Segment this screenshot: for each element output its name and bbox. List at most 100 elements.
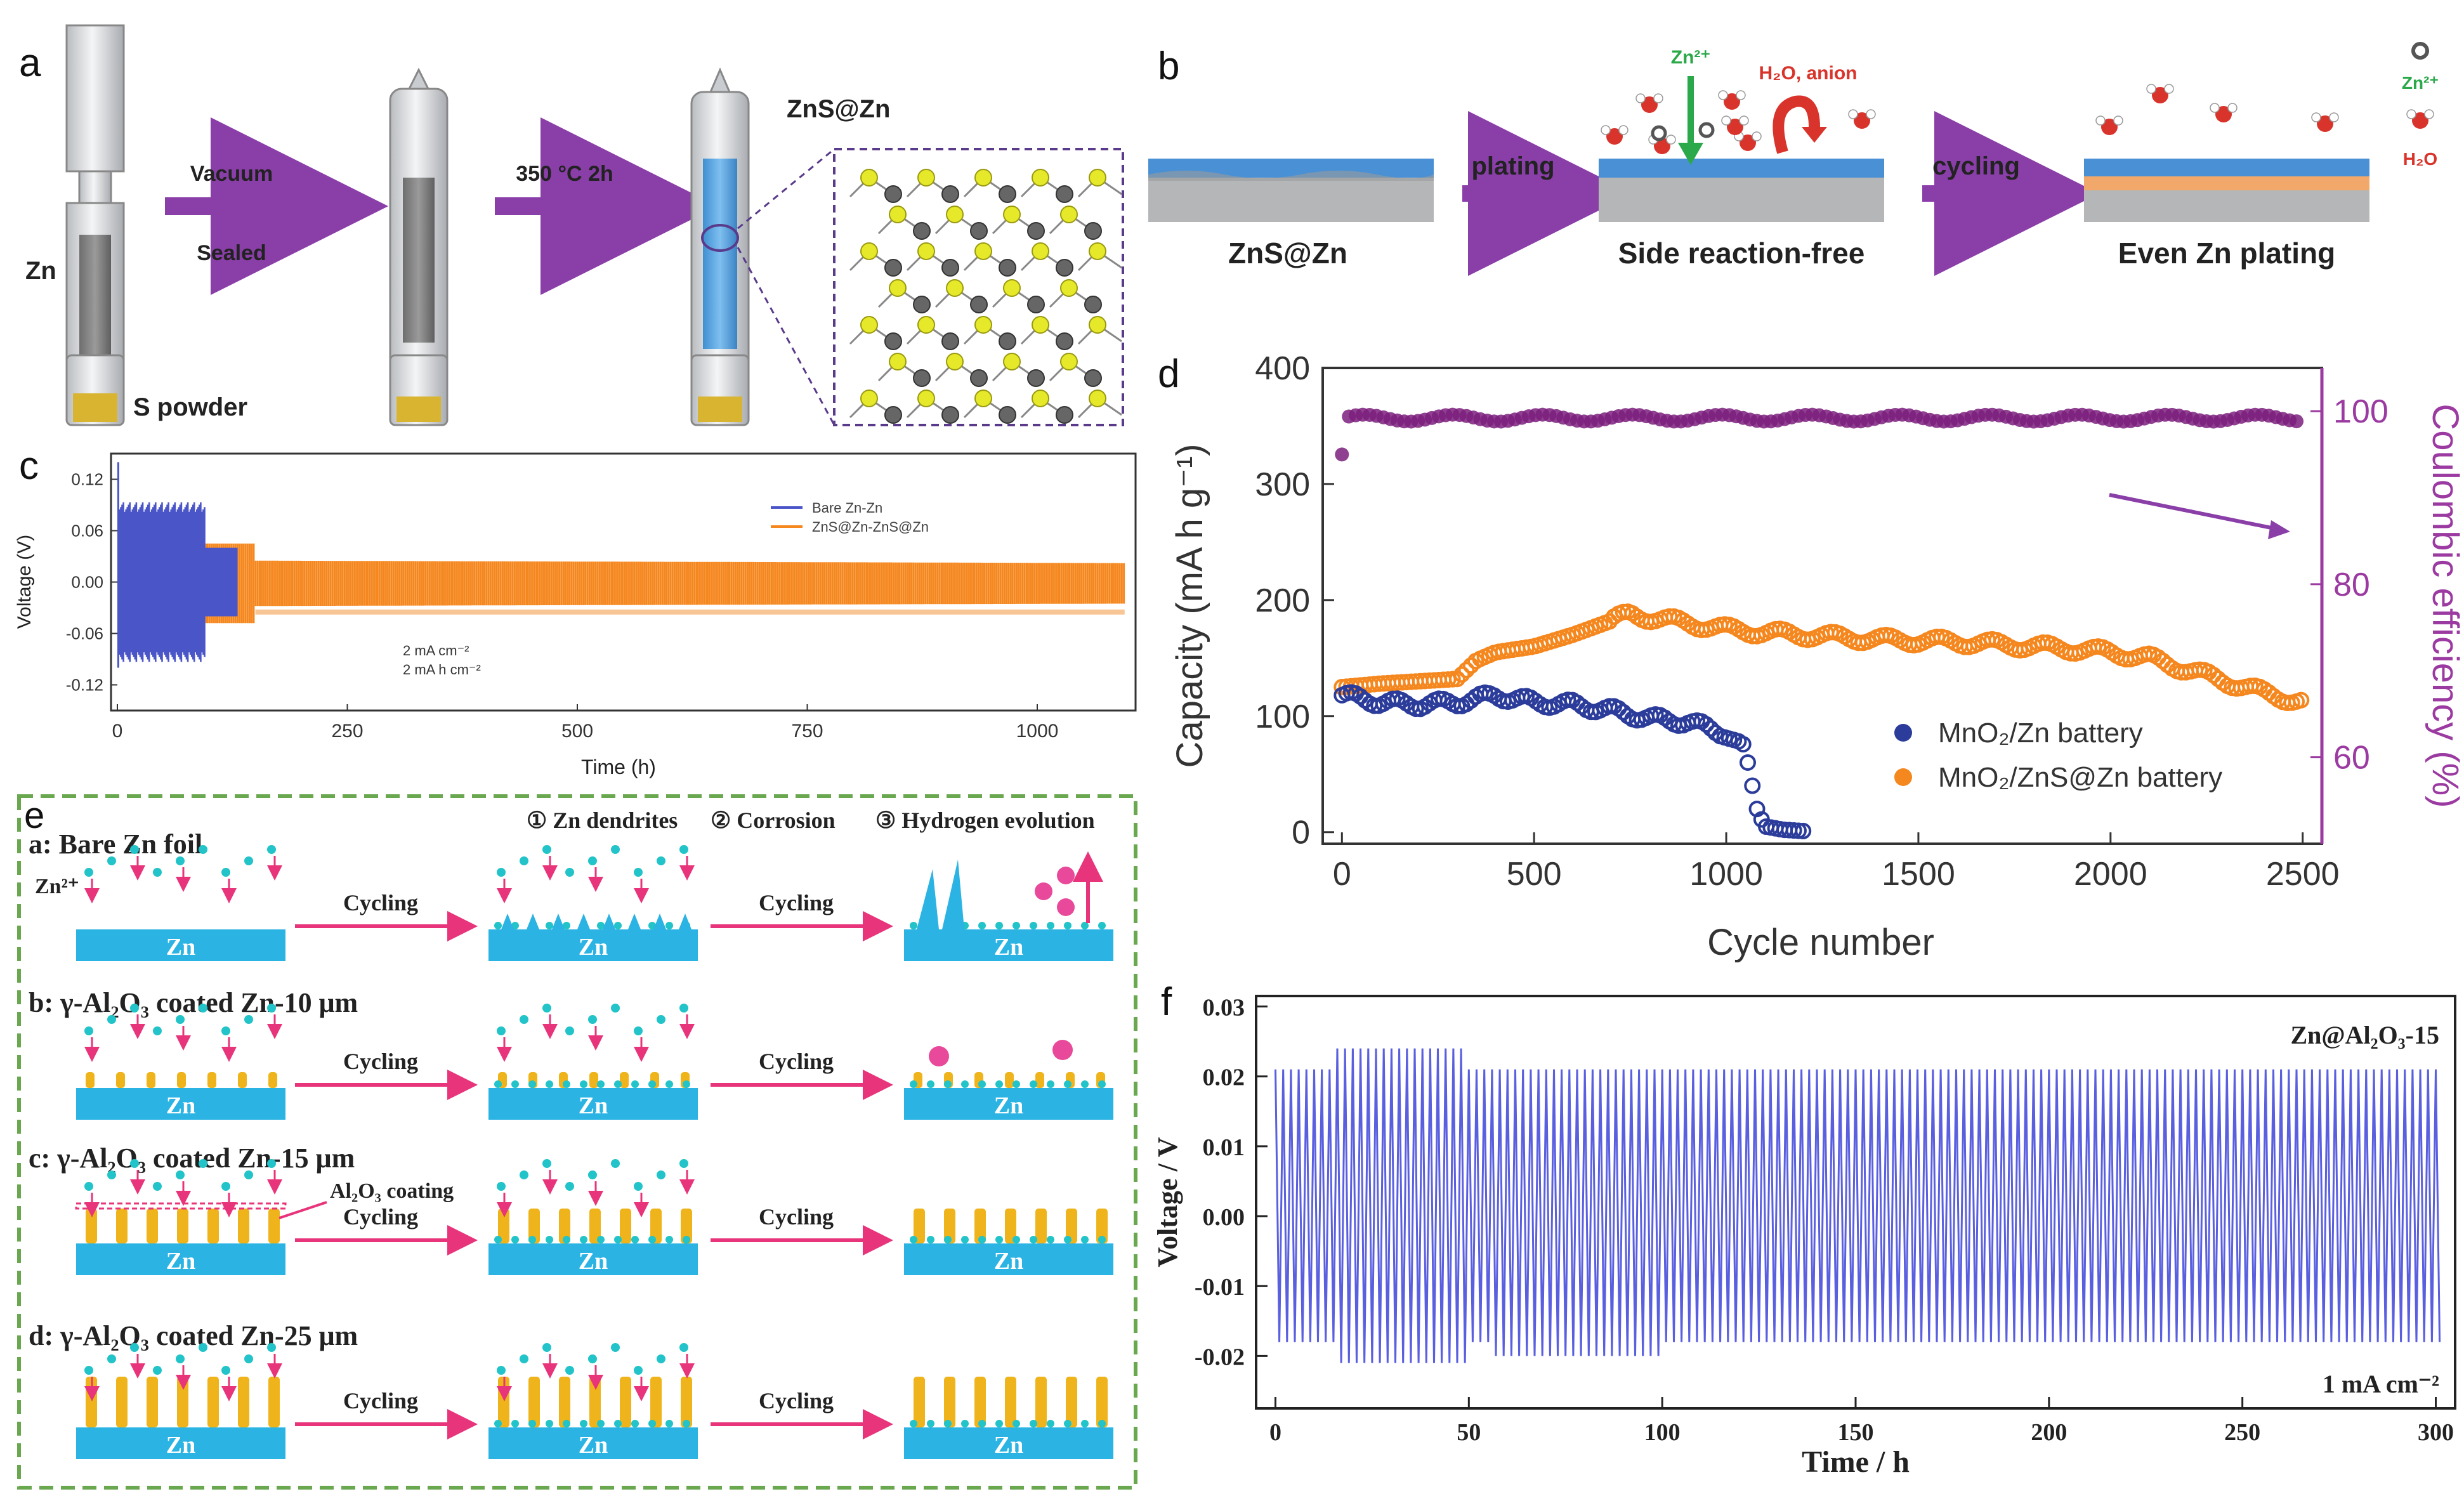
al2o3-pillar [620,1209,631,1243]
water-molecule-icon [2317,115,2333,132]
zn-substrate [488,1088,698,1120]
zn-ion-dot [657,1354,665,1363]
deposit-dot [546,1080,553,1088]
zn-label: Zn [994,934,1023,960]
zn-ion-dot [520,1354,528,1363]
zn-ion-dot [679,1159,688,1168]
crystal-lattice [849,169,1122,424]
deposit-dot [511,1236,519,1243]
zn-ion-dot [611,1159,620,1168]
zn-ion-dot [176,1015,185,1024]
water-molecule-icon [1740,134,1756,151]
ytick-label: -0.01 [1195,1274,1245,1301]
deposit-dot [665,1080,673,1088]
deposit-dot [683,1420,690,1427]
deposit-dot [1047,1080,1054,1088]
zn-label: Zn [166,1432,195,1458]
al2o3-pillar [147,1072,155,1088]
deposit-dot [1012,1080,1020,1088]
dendrite-small [679,914,691,929]
deposit-dot [683,1080,690,1088]
dendrite-small [501,914,514,929]
al2o3-pillar [238,1209,249,1243]
al2o3-pillar [650,1377,662,1427]
zn-ion-dot [221,1026,230,1035]
xtick-label: 0 [1333,856,1351,893]
deposit-dot [597,1420,605,1427]
sulfur-atom [946,279,964,297]
dendrite-small [628,914,641,929]
ytick-label: -0.06 [66,624,103,643]
al2o3-pillar [1005,1377,1016,1427]
zn-ion-legend-icon [2411,42,2429,60]
panel-c-xlabel: Time (h) [581,756,656,778]
deposit-dot [580,1420,587,1427]
cycling-label: Cycling [759,1204,834,1229]
zinc-atom [970,369,988,387]
sulfur-atom [1003,353,1021,370]
deposit-dot [528,1420,536,1427]
zn-label: Zn [994,1092,1023,1119]
al2o3-pillar [238,1377,249,1427]
al2o3-pillar [1035,1072,1044,1088]
zn-ion-dot [588,856,597,865]
xtick-label: 250 [2224,1419,2260,1446]
zn-ion-dot [520,856,528,865]
vacuum-label: Vacuum [190,162,273,186]
zn-substrate [904,1243,1113,1275]
al2o3-pillar [1005,1209,1016,1243]
cycling-label-b: cycling [1932,152,2020,180]
al2o3-pillar [559,1209,570,1243]
deposit-dot [563,1420,570,1427]
zn-ion-dot [497,1366,506,1375]
deposit-dot [961,1080,969,1088]
zn-ion-dot [634,1182,643,1191]
zn-label: Zn [166,1092,195,1119]
al2o3-pillar [914,1377,925,1427]
xtick-label: 250 [331,721,363,742]
zn-ion-dot [176,856,185,865]
legend-h2o: H₂O [2403,149,2437,169]
repel-arrow [1773,95,1820,154]
zn-ion-dot [130,1343,139,1352]
mno2-zn-point [1734,736,1752,753]
side-reaction-free-label: Side reaction-free [1618,237,1865,270]
deposit-dot [580,1236,587,1243]
ytick-label: 0.01 [1203,1134,1245,1161]
deposit-dot [1064,1080,1071,1088]
sulfur-atom [1060,206,1078,223]
deposit-dot [546,922,553,929]
zn-substrate [488,929,698,961]
deposit-dot [978,1080,986,1088]
water-molecule-icon [2215,106,2232,122]
mno2-zns-zn-point [1453,666,1471,683]
water-molecule-icon [1654,138,1670,154]
deposit-dot [511,922,519,929]
ytick-label: 0.02 [1203,1065,1245,1091]
deposit-dot [1064,1236,1071,1243]
ytick-label: 0 [1292,815,1310,851]
cycling-label: Cycling [343,1049,418,1074]
ytick-label: 0.00 [1203,1204,1245,1231]
xtick-label: 1000 [1016,721,1059,742]
zn-substrate [76,1427,285,1459]
deposit-dot [1064,1420,1071,1427]
panel-d-y2label: Coulombic efficiency (%) [2425,403,2464,808]
zinc-atom [884,259,902,277]
mno2-zns-zn-point [2293,692,2310,709]
zn-ion-dot [542,1159,551,1168]
deposit-dot [597,1236,605,1243]
deposit-dot [648,922,656,929]
zn-substrate [904,1427,1113,1459]
al2o3-pillar [944,1377,955,1427]
al2o3-pillar [1035,1209,1047,1243]
al2o3-pillar [268,1377,280,1427]
zn-ion-dot [497,868,506,877]
deposit-dot [961,1420,969,1427]
dendrite-large [942,860,964,929]
zn-ion-dot [153,868,162,877]
zn-ion-dot [176,1354,185,1363]
deposit-dot [944,1420,952,1427]
legend-hydrogen: ③ Hydrogen evolution [875,808,1095,833]
